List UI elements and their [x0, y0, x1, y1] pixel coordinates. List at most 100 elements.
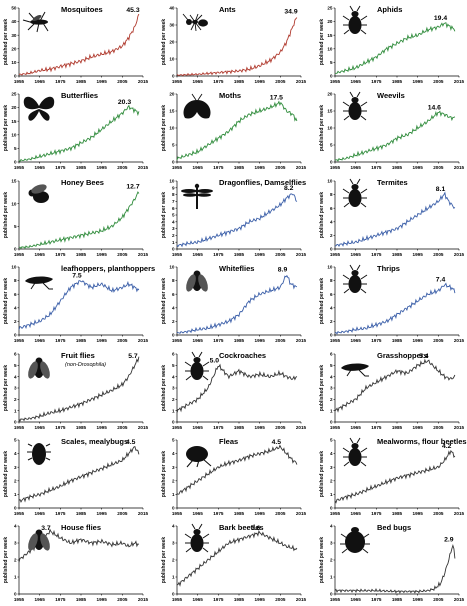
y-tick-label: 10	[11, 265, 17, 270]
x-tick-label: 1995	[413, 511, 424, 516]
x-tick-label: 2005	[117, 165, 128, 170]
x-tick-label: 1975	[213, 252, 224, 257]
y-tick-label: 5	[330, 438, 333, 443]
x-tick-label: 1955	[330, 511, 341, 516]
series-line	[334, 449, 456, 504]
chart-panel: 0 5 10 15 1955 1965 1975 1985 1995 2005 2015 publis…	[3, 175, 153, 261]
cockroach-icon	[184, 351, 210, 380]
y-axis-label: published per week	[319, 19, 325, 66]
chart-svg: 0 5 10 15 20 25 1955 1965 1975 1985 1995 2005 2015 pu…	[319, 5, 465, 84]
y-tick-label: 7	[172, 199, 175, 204]
chart-svg: 0 5 10 15 20 1955 1965 1975 1985 1995 2005 2015 publ…	[161, 91, 307, 170]
mosquito-icon	[22, 11, 49, 33]
chart-svg: 0 2 4 6 8 10 1955 1965 1975 1985 1995 2005 2015 publi…	[319, 264, 465, 343]
x-tick-label: 2005	[275, 425, 286, 430]
x-tick-label: 1955	[14, 338, 25, 343]
x-tick-label: 1955	[172, 597, 183, 602]
y-axis-label: published per week	[319, 191, 325, 238]
y-tick-label: 2	[172, 319, 175, 324]
y-tick-label: 30	[169, 23, 175, 28]
y-axis-label: published per week	[319, 537, 325, 584]
chart-title: Whiteflies	[219, 264, 254, 273]
y-axis-label: published per week	[319, 278, 325, 325]
x-tick-label: 1965	[193, 425, 204, 430]
x-tick-label: 1995	[97, 425, 108, 430]
y-tick-label: 4	[14, 524, 17, 529]
y-tick-label: 8	[14, 278, 17, 283]
x-tick-label: 1955	[330, 165, 341, 170]
x-tick-label: 2015	[454, 252, 465, 257]
y-tick-label: 4	[172, 524, 175, 529]
x-tick-label: 1965	[351, 165, 362, 170]
x-tick-label: 1975	[55, 511, 66, 516]
x-tick-label: 1995	[255, 165, 266, 170]
x-tick-label: 1965	[35, 79, 46, 84]
chart-panel: 0 5 10 15 20 1955 1965 1975 1985 1995 2005 2015 publ…	[319, 88, 467, 174]
peak-value-label: 8.1	[436, 186, 446, 193]
x-tick-label: 1995	[413, 425, 424, 430]
x-tick-label: 2015	[138, 338, 149, 343]
y-tick-label: 0	[172, 419, 175, 424]
y-tick-label: 0	[172, 74, 175, 79]
y-tick-label: 5	[172, 438, 175, 443]
y-tick-label: 3	[330, 385, 333, 390]
y-tick-label: 25	[11, 92, 17, 97]
chart-svg: 0 1 2 3 4 5 1955 1965 1975 1985 1995 2005 2015 publis…	[3, 437, 149, 516]
y-tick-label: 5	[330, 60, 333, 65]
x-tick-label: 1975	[213, 338, 224, 343]
chart-svg: 0 5 10 15 20 25 1955 1965 1975 1985 1995 2005 2015 pu…	[3, 91, 149, 170]
x-tick-label: 1975	[55, 597, 66, 602]
x-tick-label: 2005	[433, 511, 444, 516]
y-tick-label: 2	[14, 319, 17, 324]
y-tick-label: 20	[327, 19, 333, 24]
chart-panel: 0 1 2 3 4 5 6 1955 1965 1975 1985 1995 2005 2015 publi…	[319, 348, 467, 434]
chart-title: leafhoppers, planthoppers	[61, 264, 155, 273]
chart-title: Moths	[219, 91, 241, 100]
y-tick-label: 10	[11, 201, 17, 206]
peak-value-label: 14.6	[428, 105, 441, 112]
y-tick-label: 4	[14, 306, 17, 311]
y-axis-label: published per week	[3, 191, 9, 238]
chart-title: Scales, mealybugs	[61, 437, 128, 446]
x-tick-label: 1985	[234, 79, 245, 84]
bedbug-icon	[340, 527, 370, 554]
x-tick-label: 1955	[172, 165, 183, 170]
x-tick-label: 1955	[172, 511, 183, 516]
x-tick-label: 2005	[275, 79, 286, 84]
peak-value-label: 34.9	[284, 9, 297, 16]
x-tick-label: 1985	[76, 252, 87, 257]
series-line	[176, 275, 298, 335]
scale-insect-icon	[27, 443, 51, 465]
x-tick-label: 1975	[213, 425, 224, 430]
weevil-icon	[342, 92, 368, 121]
peak-value-label: 5.7	[128, 353, 138, 360]
y-tick-label: 5	[172, 212, 175, 217]
y-tick-label: 4	[330, 306, 333, 311]
y-tick-label: 0	[14, 160, 17, 165]
x-tick-label: 2015	[454, 165, 465, 170]
y-tick-label: 4	[330, 219, 333, 224]
y-tick-label: 2	[330, 397, 333, 402]
y-tick-label: 1	[14, 575, 17, 580]
y-tick-label: 6	[330, 206, 333, 211]
series-line	[335, 22, 456, 74]
chart-svg: 0 1 2 3 4 5 1955 1965 1975 1985 1995 2005 2015 publis…	[161, 437, 307, 516]
y-tick-label: 1	[172, 240, 175, 245]
y-tick-label: 3	[330, 541, 333, 546]
x-tick-label: 1995	[97, 511, 108, 516]
x-tick-label: 1985	[392, 252, 403, 257]
x-tick-label: 2015	[138, 511, 149, 516]
x-tick-label: 2005	[117, 597, 128, 602]
chart-svg: 0 10 20 30 40 50 1955 1965 1975 1985 1995 2005 2015 p…	[3, 5, 149, 84]
peak-value-label: 3.7	[41, 525, 51, 532]
x-tick-label: 2005	[433, 597, 444, 602]
x-tick-label: 1955	[14, 511, 25, 516]
x-tick-label: 2015	[296, 511, 307, 516]
y-tick-label: 0	[330, 419, 333, 424]
chart-svg: 0 1 2 3 4 5 6 1955 1965 1975 1985 1995 2005 2015 publi…	[3, 351, 149, 430]
x-tick-label: 1955	[14, 425, 25, 430]
y-axis-label: published per week	[319, 364, 325, 411]
y-axis-label: published per week	[3, 19, 9, 66]
y-tick-label: 0	[14, 506, 17, 511]
y-tick-label: 40	[169, 6, 175, 11]
